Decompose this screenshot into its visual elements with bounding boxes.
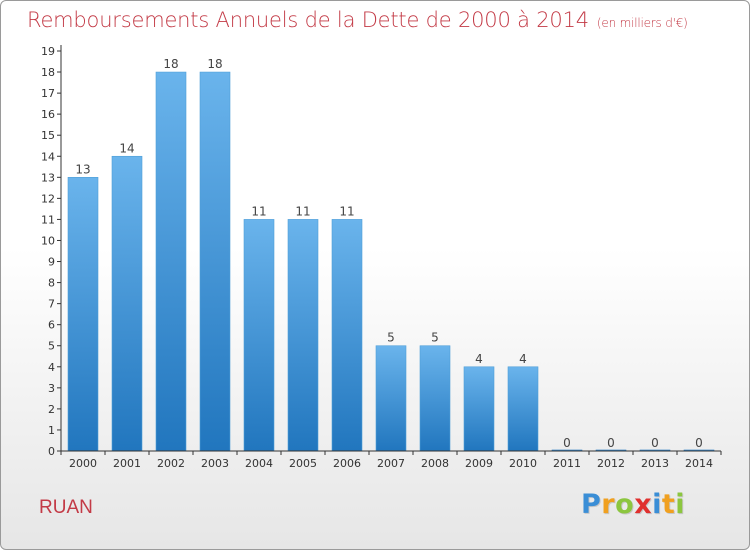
y-tick-label-9: 9: [48, 256, 55, 269]
bar-2002: [155, 71, 187, 452]
bar-2009: [463, 366, 495, 452]
y-tick-label-18: 18: [41, 66, 55, 79]
bar-2010: [507, 366, 539, 452]
x-tick-label-2000: 2000: [69, 457, 97, 470]
bar-2001: [111, 155, 143, 452]
data-label-2011: 0: [563, 436, 571, 450]
bar-2006: [331, 219, 363, 452]
y-tick-label-15: 15: [41, 129, 55, 142]
bar-2005: [287, 219, 319, 452]
x-tick-label-2006: 2006: [333, 457, 361, 470]
data-label-2001: 14: [119, 141, 134, 155]
data-label-2006: 11: [339, 204, 354, 218]
y-tick-label-3: 3: [48, 382, 55, 395]
logo-letter: i: [652, 489, 662, 520]
y-tick-label-6: 6: [48, 319, 55, 332]
y-tick-label-1: 1: [48, 424, 55, 437]
data-label-2004: 11: [251, 204, 266, 218]
bar-2008: [419, 345, 451, 452]
data-label-2009: 4: [475, 352, 483, 366]
chart-title-text: Remboursements Annuels de la Dette de 20…: [27, 8, 589, 32]
logo-letter: P: [581, 489, 602, 520]
y-tick-label-10: 10: [41, 234, 55, 247]
chart-subtitle: (en milliers d'€): [596, 16, 688, 30]
x-tick-label-2002: 2002: [157, 457, 185, 470]
x-tick-label-2007: 2007: [377, 457, 405, 470]
x-tick-label-2004: 2004: [245, 457, 273, 470]
logo-letter: x: [634, 489, 653, 520]
x-tick-label-2009: 2009: [465, 457, 493, 470]
logo-letter: o: [615, 489, 635, 520]
data-label-2012: 0: [607, 436, 615, 450]
y-tick-label-11: 11: [41, 213, 55, 226]
x-tick-label-2008: 2008: [421, 457, 449, 470]
data-label-2002: 18: [163, 57, 178, 71]
y-tick-label-8: 8: [48, 277, 55, 290]
y-tick-label-19: 19: [41, 45, 55, 58]
y-tick-label-4: 4: [48, 361, 55, 374]
y-tick-label-2: 2: [48, 403, 55, 416]
y-tick-label-12: 12: [41, 192, 55, 205]
chart-title: Remboursements Annuels de la Dette de 20…: [27, 8, 688, 32]
x-tick-label-2013: 2013: [641, 457, 669, 470]
commune-name: RUAN: [39, 497, 93, 518]
data-label-2008: 5: [431, 331, 439, 345]
bar-2007: [375, 345, 407, 452]
y-tick-label-0: 0: [48, 445, 55, 458]
x-tick-label-2011: 2011: [553, 457, 581, 470]
bar-2004: [243, 219, 275, 452]
data-label-2010: 4: [519, 352, 527, 366]
x-tick-label-2014: 2014: [685, 457, 713, 470]
proxiti-logo[interactable]: Proxiti: [581, 489, 685, 520]
y-tick-label-17: 17: [41, 87, 55, 100]
logo-letter: r: [601, 489, 616, 520]
labels-layer: 13 14 18 18 11 11 11 5 5 4 4 0 0 0 0: [75, 57, 702, 450]
x-tick-label-2003: 2003: [201, 457, 229, 470]
y-tick-label-13: 13: [41, 171, 55, 184]
bar-2000: [67, 177, 99, 452]
y-tick-label-5: 5: [48, 340, 55, 353]
data-label-2005: 11: [295, 204, 310, 218]
x-tick-label-2001: 2001: [113, 457, 141, 470]
logo-letter: t: [661, 489, 676, 520]
y-tick-label-16: 16: [41, 108, 55, 121]
data-label-2007: 5: [387, 331, 395, 345]
y-tick-label-14: 14: [41, 150, 55, 163]
logo-letter: i: [675, 489, 686, 520]
data-label-2013: 0: [651, 436, 659, 450]
x-tick-label-2005: 2005: [289, 457, 317, 470]
y-tick-label-7: 7: [48, 298, 55, 311]
x-tick-label-2012: 2012: [597, 457, 625, 470]
bar-2003: [199, 71, 231, 452]
data-label-2014: 0: [695, 436, 703, 450]
data-label-2003: 18: [207, 57, 222, 71]
bars-layer: [67, 71, 715, 452]
x-tick-label-2010: 2010: [509, 457, 537, 470]
data-label-2000: 13: [75, 162, 90, 176]
